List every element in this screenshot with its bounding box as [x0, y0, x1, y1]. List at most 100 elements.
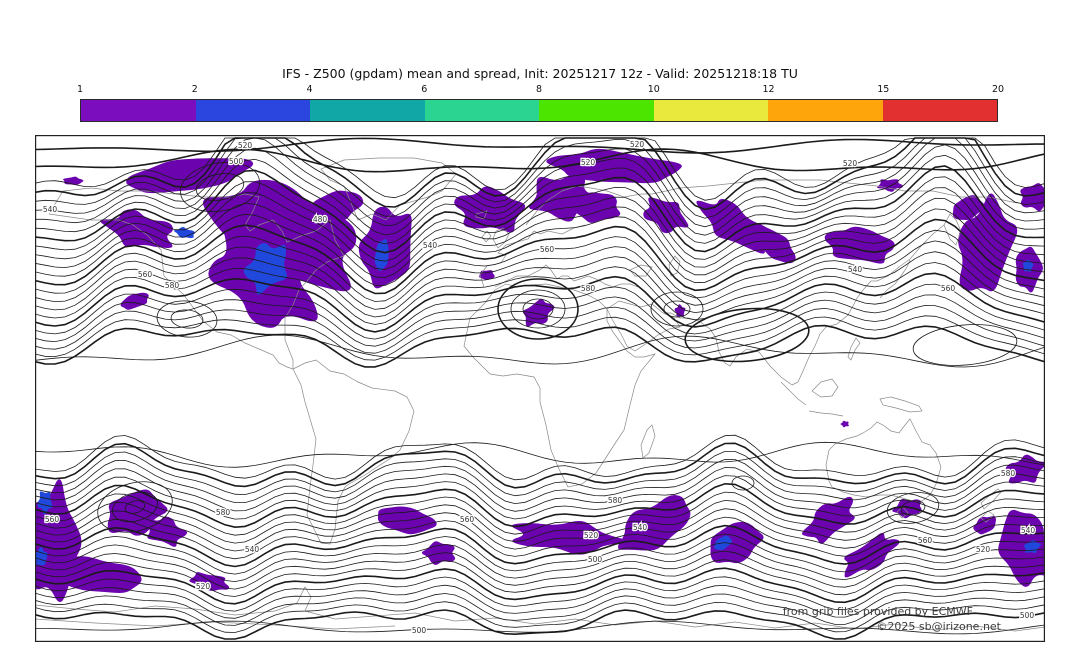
contour-label: 540 — [633, 523, 648, 532]
contour-label: 520 — [843, 159, 858, 168]
z500-contour-516 — [35, 154, 1045, 245]
colorbar-segment — [81, 100, 196, 121]
z500-contour-512 — [35, 144, 1045, 236]
colorbar-tick-label: 8 — [535, 84, 543, 95]
contour-label: 520 — [196, 582, 211, 591]
z500-contour-496 — [35, 137, 1045, 201]
coastline — [475, 210, 488, 220]
contour-label: 540 — [423, 241, 438, 250]
z500-contour-560 — [35, 482, 1045, 529]
z500-contour-544 — [35, 229, 1045, 302]
z500-contour-528 — [35, 187, 1045, 270]
closed-contour-ring — [156, 300, 218, 338]
coastline — [320, 157, 457, 221]
spread-region-1-2 — [100, 209, 173, 249]
closed-contour-ring — [900, 500, 926, 516]
z500-contour-512 — [35, 584, 1045, 619]
spread-region-1-2 — [754, 225, 796, 264]
closed-contour-ring — [886, 492, 940, 524]
spread-fill-layer — [35, 148, 1045, 602]
coastline — [292, 359, 415, 545]
attribution-line2: ©2025 sb@irizone.net — [876, 620, 1001, 633]
colorbar-segment — [195, 100, 310, 121]
contour-label: 520 — [976, 545, 991, 554]
coastline — [879, 396, 923, 413]
z500-contour-520 — [35, 567, 1045, 605]
contour-label: 520 — [238, 141, 253, 150]
z500-contour-584 — [35, 434, 1045, 481]
colorbar-segment — [882, 100, 997, 121]
contour-label: 520 — [581, 158, 596, 167]
z500-contour-504 — [35, 137, 1045, 219]
closed-contour-ring — [195, 173, 245, 201]
coastline — [808, 410, 844, 417]
closed-contour-ring — [97, 481, 173, 533]
spread-region-1-2 — [973, 515, 997, 535]
spread-region-1-2 — [710, 521, 764, 564]
z500-contour-560 — [35, 272, 1045, 333]
spread-region-1-2 — [120, 292, 149, 310]
z500-contour-500 — [35, 137, 1045, 211]
z500-contour-588 — [35, 441, 1045, 468]
contour-label-layer: 520 500 540 480 560 580 520 520 540 560 580 520 540 5… — [42, 139, 1037, 637]
colorbar-tick-label: 15 — [877, 84, 890, 95]
spread-region-1-2 — [46, 556, 142, 593]
contour-label: 540 — [1021, 526, 1036, 535]
contour-label: 500 — [1020, 611, 1035, 620]
z500-contour-540 — [35, 218, 1045, 295]
closed-contour-ring — [663, 300, 691, 318]
z500-contour-564 — [35, 283, 1045, 340]
contour-label: 540 — [848, 265, 863, 274]
colorbar-tick-label: 12 — [762, 84, 775, 95]
contour-label: 580 — [608, 496, 623, 505]
contour-label: 560 — [540, 245, 555, 254]
closed-contour-ring — [684, 307, 810, 363]
contour-label: 520 — [630, 140, 645, 149]
z500-contour-576 — [35, 451, 1045, 497]
weather-map-canvas: 520 500 540 480 560 580 520 520 540 560 580 520 540 5… — [35, 135, 1045, 642]
contour-label: 560 — [460, 515, 475, 524]
z500-contour-556 — [35, 491, 1045, 536]
contour-label: 540 — [43, 205, 58, 214]
z500-contour-532 — [35, 542, 1045, 583]
coastline — [463, 283, 656, 488]
contour-label: 480 — [313, 215, 328, 224]
z500-contour-548 — [35, 240, 1045, 310]
contour-label: 500 — [229, 157, 244, 166]
coastline — [791, 224, 945, 386]
z500-contour-500 — [35, 148, 1045, 173]
colorbar-segment — [768, 100, 883, 121]
z500-contour-516 — [35, 576, 1045, 612]
closed-contour-ring — [124, 500, 146, 514]
z500-contour-548 — [35, 508, 1045, 552]
spread-region-2-4 — [173, 227, 196, 239]
spread-region-1-2 — [840, 420, 849, 428]
closed-contour-ring — [650, 291, 704, 327]
coastline — [606, 300, 681, 352]
contour-label: 540 — [245, 545, 260, 554]
spread-region-1-2 — [844, 532, 900, 578]
spread-region-1-2 — [189, 572, 230, 591]
z500-contour-568 — [35, 294, 1045, 347]
coastline — [640, 424, 656, 459]
spread-region-2-4 — [374, 238, 389, 271]
closed-contour-ring — [497, 278, 579, 340]
z500-contour-540 — [35, 524, 1045, 568]
colorbar-segment — [310, 100, 425, 121]
z500-contour-572 — [35, 304, 1045, 354]
z500-contour-524 — [35, 176, 1045, 262]
colorbar-tick-label: 1 — [76, 84, 84, 95]
colorbar-tick-label: 2 — [191, 84, 198, 95]
z500-contour-568 — [35, 467, 1045, 512]
coastline — [847, 337, 861, 361]
chart-title: IFS - Z500 (gpdam) mean and spread, Init… — [282, 66, 798, 81]
coastline — [879, 259, 911, 299]
spread-region-1-2 — [998, 509, 1045, 587]
closed-contour-ring — [170, 309, 204, 329]
spread-region-1-2 — [571, 192, 621, 223]
contour-label: 500 — [588, 555, 603, 564]
spread-region-1-2 — [421, 541, 456, 565]
map-frame — [35, 135, 1045, 642]
spread-region-1-2 — [892, 498, 922, 519]
contour-label: 560 — [941, 284, 956, 293]
